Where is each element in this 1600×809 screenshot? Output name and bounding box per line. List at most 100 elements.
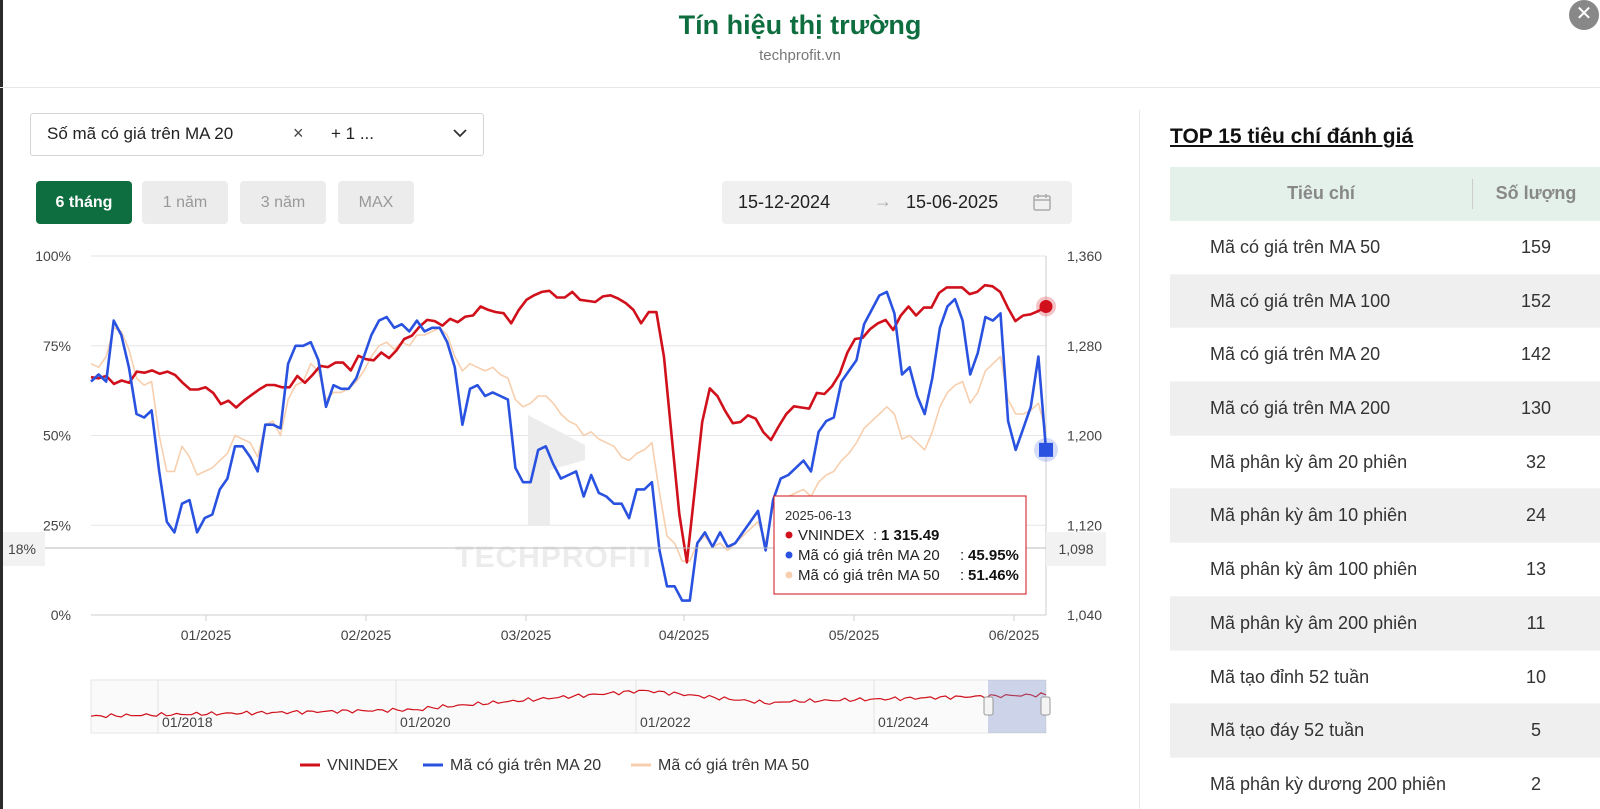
table-row[interactable]: Mã tạo đáy 52 tuần 5 xyxy=(1170,704,1600,758)
chevron-down-icon[interactable] xyxy=(451,124,469,142)
x-axis-tick: 04/2025 xyxy=(659,627,710,643)
table-row[interactable]: Mã phân kỳ âm 10 phiên 24 xyxy=(1170,489,1600,544)
tooltip-colon: : xyxy=(960,547,964,564)
tooltip-series-name: Mã có giá trên MA 20 xyxy=(798,547,940,564)
x-axis-tick: 02/2025 xyxy=(341,627,392,643)
tooltip-box xyxy=(773,495,1027,595)
end-date[interactable]: 15-06-2025 xyxy=(906,192,999,212)
navigator-handle-left xyxy=(983,696,994,716)
table-row[interactable]: Mã tạo đỉnh 52 tuần 10 xyxy=(1170,651,1600,705)
tooltip-dot xyxy=(785,571,793,579)
criteria-name: Mã phân kỳ âm 100 phiên xyxy=(1210,559,1418,580)
top-criteria-panel: TOP 15 tiêu chí đánh giá Tiêu chí Số lượ… xyxy=(1140,89,1600,809)
start-date[interactable]: 15-12-2024 xyxy=(738,192,831,212)
series-line-ma50 xyxy=(90,327,1047,562)
legend-item: Mã có giá trên MA 50 xyxy=(658,757,809,774)
criteria-name: Mã tạo đáy 52 tuần xyxy=(1210,720,1365,741)
crosshair-left-box xyxy=(3,532,45,566)
table-row[interactable]: Mã có giá trên MA 200 130 xyxy=(1170,382,1600,436)
right-axis-tick: 1,360 xyxy=(1067,248,1102,264)
left-axis-tick: 100% xyxy=(35,248,71,264)
criteria-name: Mã có giá trên MA 100 xyxy=(1210,290,1391,311)
table-row[interactable]: Mã có giá trên MA 50 159 xyxy=(1170,221,1600,275)
range-3-years-button[interactable]: 3 năm xyxy=(240,181,326,224)
navigator-label: 01/2020 xyxy=(400,714,451,730)
tooltip-series-name: VNINDEX xyxy=(798,527,865,544)
dialog-header: Tín hiệu thị trường techprofit.vn xyxy=(0,0,1600,88)
tooltip-series-name: Mã có giá trên MA 50 xyxy=(798,567,940,584)
x-axis-tick: 06/2025 xyxy=(989,627,1040,643)
panel-divider xyxy=(1139,110,1140,809)
criteria-table: Tiêu chí Số lượng Mã có giá trên MA 50 15… xyxy=(1170,167,1600,809)
table-header: Tiêu chí Số lượng xyxy=(1170,167,1600,221)
window-edge xyxy=(0,0,3,809)
range-1-year-button[interactable]: 1 năm xyxy=(142,181,228,224)
right-axis-tick: 1,280 xyxy=(1067,338,1102,354)
criteria-name: Mã phân kỳ âm 10 phiên xyxy=(1210,505,1408,526)
remove-tag-icon[interactable]: × xyxy=(293,123,304,143)
range-6-months-button[interactable]: 6 tháng xyxy=(36,181,132,224)
navigator-series-line xyxy=(90,689,1047,719)
x-axis-tick: 05/2025 xyxy=(829,627,880,643)
crosshair-right-label: 1,098 xyxy=(1058,541,1093,557)
table-row[interactable]: Mã phân kỳ âm 20 phiên 32 xyxy=(1170,436,1600,490)
x-axis-tick: 01/2025 xyxy=(181,627,232,643)
tooltip-colon: : xyxy=(873,527,877,544)
table-row[interactable]: Mã có giá trên MA 20 142 xyxy=(1170,328,1600,383)
range-max-button[interactable]: MAX xyxy=(338,181,414,224)
table-row[interactable]: Mã phân kỳ âm 100 phiên 13 xyxy=(1170,543,1600,597)
page-title: Tín hiệu thị trường xyxy=(678,10,922,40)
crosshair-left-label: 18% xyxy=(8,541,36,557)
tooltip-colon: : xyxy=(960,567,964,584)
navigator-label: 01/2018 xyxy=(162,714,213,730)
navigator-label: 01/2024 xyxy=(878,714,929,730)
criteria-name: Mã tạo đỉnh 52 tuần xyxy=(1210,666,1370,687)
close-icon[interactable]: ✕ xyxy=(1569,0,1599,30)
series-line-ma20 xyxy=(90,290,1048,602)
left-axis-tick: 50% xyxy=(43,428,71,444)
criteria-count: 152 xyxy=(1520,290,1552,311)
criteria-count: 159 xyxy=(1520,237,1552,257)
arrow-right-icon: → xyxy=(874,191,892,211)
tooltip-dot xyxy=(785,551,793,559)
navigator-handle-right xyxy=(1040,696,1051,716)
left-axis-tick: 0% xyxy=(51,607,71,623)
calendar-icon[interactable] xyxy=(1032,192,1052,212)
criteria-select[interactable]: Số mã có giá trên MA 20 × + 1 ... xyxy=(30,113,484,156)
date-range-picker[interactable]: 15-12-2024 → 15-06-2025 xyxy=(722,181,1072,224)
criteria-count: 130 xyxy=(1520,398,1552,419)
tooltip-date: 2025-06-13 xyxy=(785,508,852,523)
selected-criteria-tag: Số mã có giá trên MA 20 xyxy=(47,124,234,143)
criteria-count: 142 xyxy=(1520,344,1552,365)
criteria-count: 13 xyxy=(1525,559,1547,580)
column-divider xyxy=(1472,179,1473,209)
criteria-count: 32 xyxy=(1525,451,1547,472)
column-header-count: Số lượng xyxy=(1495,183,1577,203)
series-line-vnindex xyxy=(90,283,1047,564)
x-axis-tick: 03/2025 xyxy=(501,627,552,643)
tooltip-dot xyxy=(785,531,793,539)
left-axis-tick: 25% xyxy=(43,517,71,533)
left-axis-tick: 75% xyxy=(43,338,71,354)
top-criteria-title: TOP 15 tiêu chí đánh giá xyxy=(1170,125,1414,148)
criteria-count: 5 xyxy=(1530,720,1541,741)
market-signal-chart[interactable]: 100% 75% 50% 25% 0% 1,360 1,280 1,200 1,120 1,040… xyxy=(0,240,1140,809)
criteria-name: Mã phân kỳ dương 200 phiên xyxy=(1210,773,1447,794)
criteria-name: Mã phân kỳ âm 200 phiên xyxy=(1210,612,1418,633)
right-axis-tick: 1,120 xyxy=(1067,517,1102,533)
table-row[interactable]: Mã có giá trên MA 100 152 xyxy=(1170,274,1600,329)
tooltip-value: 45.95% xyxy=(968,547,1019,564)
table-body: Mã có giá trên MA 50 159 Mã có giá trên MA… xyxy=(1170,221,1600,809)
page-subtitle: techprofit.vn xyxy=(759,47,841,64)
right-axis-tick: 1,200 xyxy=(1067,428,1102,444)
table-row[interactable]: Mã phân kỳ âm 200 phiên 11 xyxy=(1170,596,1600,651)
criteria-name: Mã có giá trên MA 20 xyxy=(1210,344,1381,365)
criteria-count: 10 xyxy=(1525,666,1547,687)
table-row[interactable]: Mã phân kỳ dương 200 phiên 2 xyxy=(1170,758,1600,809)
criteria-name: Mã phân kỳ âm 20 phiên xyxy=(1210,451,1408,472)
legend-item: Mã có giá trên MA 20 xyxy=(450,757,601,774)
column-header-criteria: Tiêu chí xyxy=(1287,183,1355,203)
tooltip-value: 1 315.49 xyxy=(881,527,939,544)
criteria-name: Mã có giá trên MA 50 xyxy=(1210,237,1381,257)
